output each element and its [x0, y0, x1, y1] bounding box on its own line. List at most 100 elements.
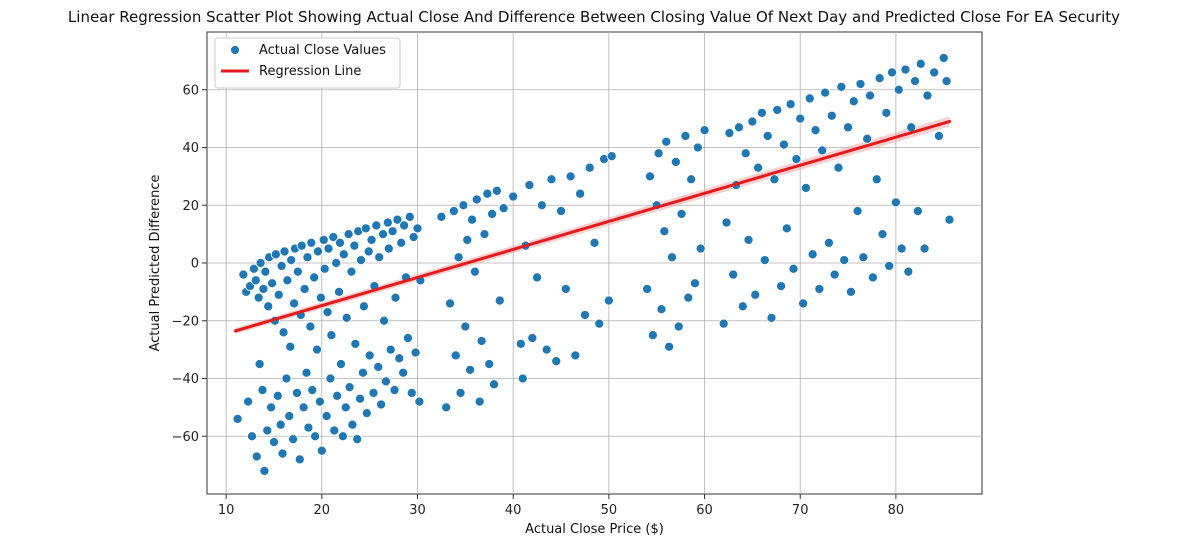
scatter-point [278, 327, 289, 338]
y-axis-label: Actual Predicted Difference [148, 174, 163, 351]
scatter-point [791, 153, 802, 165]
scatter-point [661, 136, 672, 147]
scatter-point [307, 384, 318, 396]
chart-title: Linear Regression Scatter Plot Showing A… [68, 8, 1120, 26]
scatter-point [766, 312, 777, 323]
scatter-point [743, 234, 754, 245]
x-tick-label: 40 [505, 503, 522, 518]
scatter-point [915, 58, 926, 69]
scatter-point [346, 266, 357, 277]
x-tick-label: 70 [792, 503, 809, 518]
scatter-point [286, 255, 297, 266]
scatter-point [343, 229, 354, 240]
scatter-point [291, 387, 302, 398]
scatter-point [862, 133, 873, 144]
scatter-point [332, 390, 343, 401]
scatter-point [474, 396, 485, 407]
scatter-point [373, 361, 384, 373]
scatter-point [848, 96, 859, 107]
scatter-point [555, 205, 567, 217]
scatter-point [551, 356, 562, 367]
legend-label-line: Regression Line [259, 64, 361, 79]
scatter-point [941, 76, 952, 87]
scatter-point [465, 364, 476, 375]
scatter-point [380, 376, 391, 387]
scatter-point [262, 425, 273, 436]
scatter-point [686, 174, 697, 185]
scatter-point [323, 243, 334, 254]
scatter-point [335, 359, 347, 370]
scatter-point [303, 422, 314, 433]
scatter-point [255, 257, 266, 269]
scatter-point [756, 107, 767, 118]
scatter-point [289, 298, 300, 309]
scatter-point [377, 229, 389, 240]
scatter-point [845, 286, 856, 297]
scatter-point [309, 272, 320, 283]
scatter-point [836, 81, 847, 92]
scatter-point [909, 76, 921, 87]
x-tick-label: 60 [696, 503, 713, 518]
scatter-point [412, 223, 423, 234]
regression-line [233, 119, 952, 333]
scatter-point [589, 237, 600, 248]
scatter-point [471, 194, 482, 205]
scatter-point [349, 240, 360, 251]
scatter-point [328, 231, 339, 243]
legend-marker-points [229, 44, 241, 56]
scatter-point [890, 197, 901, 208]
y-tick-label: −40 [172, 372, 199, 387]
scatter-point [282, 275, 293, 286]
scatter-point [352, 434, 363, 445]
scatter-point [747, 116, 758, 127]
y-ticks: −60 −40 −20 0 20 40 60 [172, 83, 207, 445]
scatter-point [248, 263, 259, 274]
scatter-point [740, 148, 751, 159]
scatter-point [781, 223, 792, 234]
scatter-point [455, 387, 466, 398]
scatter-point [305, 321, 316, 332]
scatter-point [302, 252, 313, 263]
scatter-point [855, 78, 866, 90]
scatter-point [333, 286, 345, 297]
scatter-point [852, 205, 863, 217]
y-tick-label: 60 [182, 83, 199, 98]
scatter-point [312, 246, 324, 257]
scatter-point [390, 292, 401, 303]
x-ticks: 10 20 30 40 50 60 70 80 [218, 494, 904, 518]
scatter-point [410, 347, 421, 358]
scatter-point [642, 283, 653, 295]
scatter-point [724, 128, 735, 139]
scatter-point [527, 333, 538, 344]
scatter-point [575, 188, 586, 199]
scatter-point [776, 281, 787, 292]
scatter-point [276, 260, 287, 271]
scatter-point [321, 410, 332, 422]
scatter-point [259, 465, 270, 476]
y-tick-label: 40 [182, 141, 199, 156]
scatter-point [441, 402, 452, 413]
scatter-point [488, 379, 500, 390]
scatter-point [689, 278, 701, 289]
scatter-point [341, 312, 352, 323]
scatter-point [404, 211, 415, 222]
scatter-point [670, 156, 681, 167]
scatter-point [273, 289, 284, 300]
scatter-point [254, 359, 265, 370]
scatter-point [804, 93, 815, 104]
scatter-point [315, 292, 326, 303]
scatter-point [944, 214, 955, 225]
scatter-point [298, 402, 309, 413]
scatter-point [355, 393, 366, 404]
scatter-point [246, 431, 258, 442]
scatter-point [900, 64, 911, 75]
scatter-point [858, 252, 869, 263]
scatter-point [565, 171, 576, 182]
scatter-point [301, 367, 312, 378]
scatter-point [326, 330, 337, 341]
scatter-point [874, 73, 885, 84]
scatter-point [541, 344, 552, 355]
scatter-point [603, 295, 614, 306]
scatter-point [344, 382, 355, 393]
